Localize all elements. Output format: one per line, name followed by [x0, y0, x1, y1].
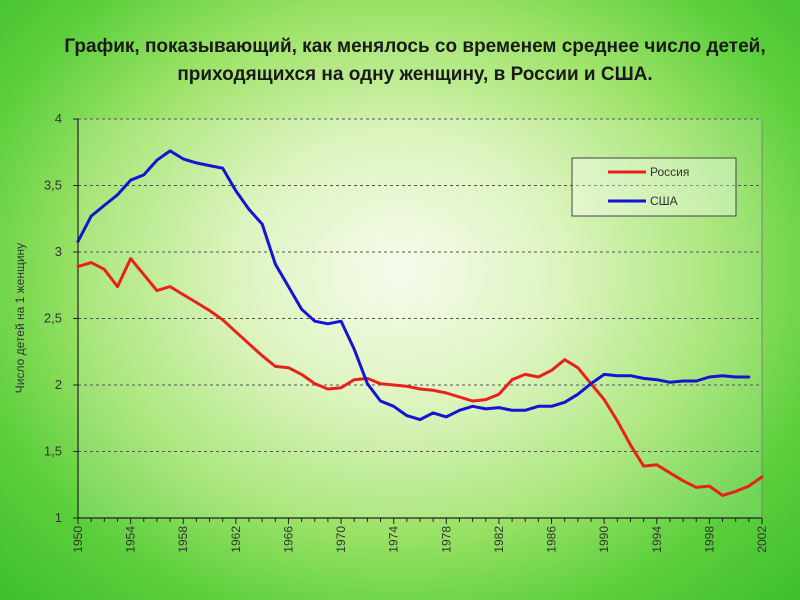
y-tick-label: 1 — [55, 510, 62, 525]
y-axis-title-group: Число детей на 1 женщину — [13, 243, 27, 393]
x-tick-label: 1954 — [124, 526, 138, 553]
y-tick-label: 3,5 — [44, 178, 62, 193]
x-tick-label: 1998 — [702, 526, 716, 553]
y-tick-label: 2 — [55, 377, 62, 392]
y-tick-label: 3 — [55, 244, 62, 259]
legend-label-usa: США — [650, 194, 678, 208]
x-tick-label: 1994 — [650, 526, 664, 553]
legend-box — [571, 157, 737, 217]
legend: Россия США — [571, 157, 737, 217]
x-tick-label: 1990 — [597, 526, 611, 553]
x-tick-label: 1986 — [545, 526, 559, 553]
y-tick-label: 4 — [55, 111, 62, 126]
series-line-usa — [76, 149, 751, 422]
x-tick-label: 1974 — [387, 526, 401, 553]
x-tick-label: 1970 — [334, 526, 348, 553]
y-tick-label: 2,5 — [44, 311, 62, 326]
x-tick-label: 2002 — [755, 526, 769, 553]
legend-label-russia: Россия — [650, 165, 689, 179]
plot-area: 1 1,5 2 2,5 3 3,5 4 1950 1954 1958 1962 1966 1970 197… — [44, 111, 769, 553]
series-line-russia — [76, 257, 764, 497]
x-tick-label: 1982 — [492, 526, 506, 553]
x-tick-label: 1978 — [439, 526, 453, 553]
y-tick-label: 1,5 — [44, 444, 62, 459]
chart-title: График, показывающий, как менялось со вр… — [64, 36, 766, 85]
x-tick-label: 1958 — [176, 526, 190, 553]
x-tick-label: 1966 — [281, 526, 295, 553]
y-axis-label: Число детей на 1 женщину — [13, 243, 27, 393]
x-tick-label: 1950 — [71, 526, 85, 553]
x-tick-label: 1962 — [229, 526, 243, 553]
